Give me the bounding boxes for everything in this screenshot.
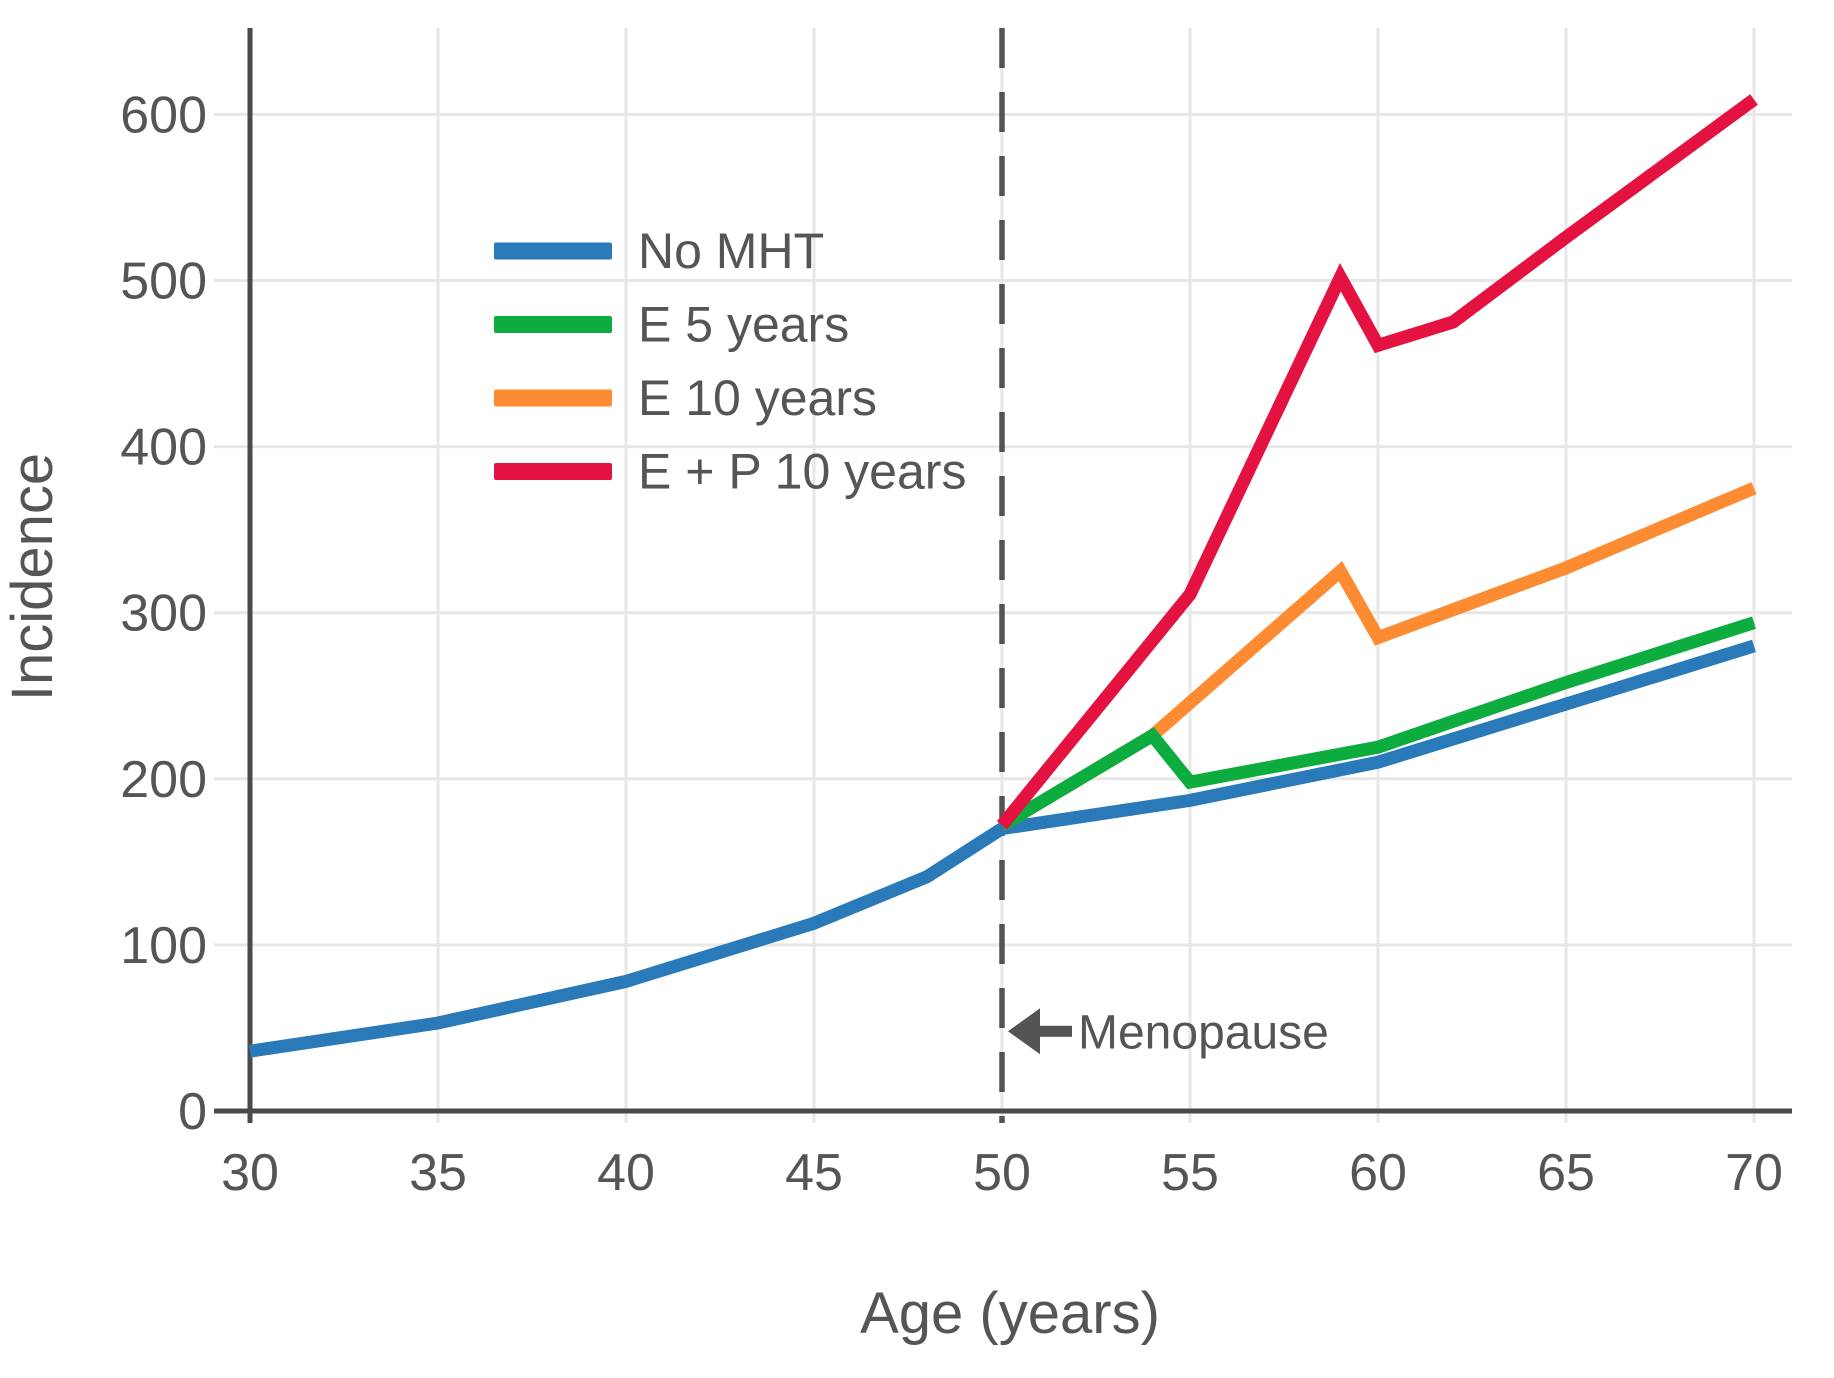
legend-swatch-e-p-10-years — [494, 463, 612, 480]
y-axis-title: Incidence — [0, 453, 65, 701]
tick-labels-layer: 30 35 40 45 50 55 60 65 70 0 100 200 300 400 500 600 — [120, 86, 1783, 1202]
x-tick-label: 35 — [409, 1144, 467, 1202]
y-tick-label: 100 — [120, 917, 207, 975]
x-tick-label: 50 — [973, 1144, 1031, 1202]
legend-label-e-5-years: E 5 years — [638, 297, 849, 353]
y-tick-label: 0 — [178, 1083, 207, 1141]
menopause-arrow-shaft — [1036, 1025, 1072, 1037]
legend-swatch-no-mht — [494, 242, 612, 260]
y-tick-label: 500 — [120, 253, 207, 311]
series-line-e-5-years — [998, 616, 1756, 831]
x-tick-label: 30 — [221, 1144, 279, 1202]
menopause-annotation: Menopause — [1008, 1006, 1329, 1059]
legend-label-e-p-10-years: E + P 10 years — [638, 444, 966, 500]
legend-swatch-e-5-years — [494, 316, 612, 333]
x-tick-label: 65 — [1537, 1144, 1595, 1202]
legend-label-no-mht: No MHT — [638, 223, 824, 279]
menopause-label: Menopause — [1078, 1006, 1329, 1059]
series-layer — [249, 94, 1758, 1058]
y-tick-label: 600 — [120, 86, 207, 144]
menopause-arrow-icon — [1008, 1008, 1040, 1055]
y-tick-label: 300 — [120, 585, 207, 643]
x-tick-label: 45 — [785, 1144, 843, 1202]
gridlines-layer — [214, 28, 1792, 1123]
series-line-no-mht — [249, 639, 1756, 1058]
x-tick-label: 60 — [1349, 1144, 1407, 1202]
x-tick-label: 40 — [597, 1144, 655, 1202]
axes-layer — [214, 28, 1792, 1123]
x-tick-label: 55 — [1161, 1144, 1219, 1202]
legend-swatch-e-10-years — [494, 389, 612, 407]
legend-label-e-10-years: E 10 years — [638, 370, 877, 426]
x-tick-label: 70 — [1725, 1144, 1783, 1202]
legend: No MHT E 5 years E 10 years E + P 10 years — [494, 223, 966, 500]
series-line-e-p-10-years — [996, 94, 1758, 830]
x-axis-title: Age (years) — [860, 1281, 1160, 1346]
y-tick-label: 400 — [120, 419, 207, 477]
y-tick-label: 200 — [120, 751, 207, 809]
